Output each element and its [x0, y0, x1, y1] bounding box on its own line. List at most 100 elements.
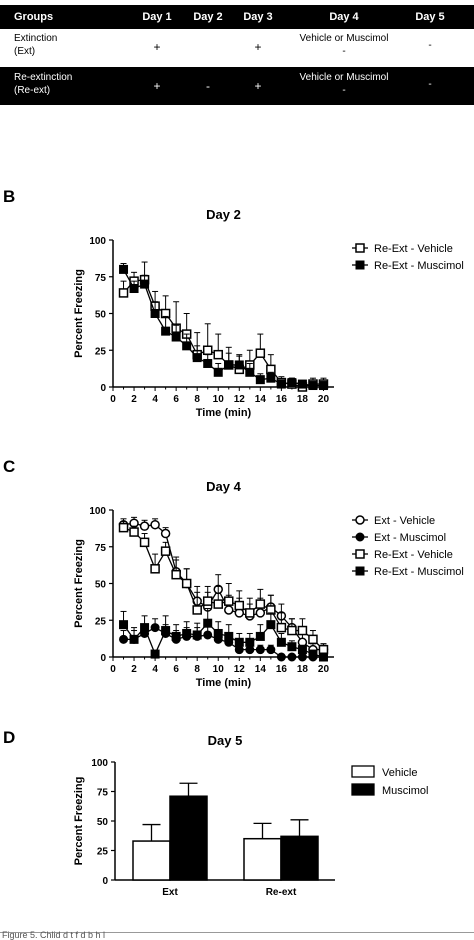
row-group-label: Re-extinction: [14, 72, 73, 83]
row-day1: +: [153, 40, 161, 54]
data-point-re-ext-muscimol: [297, 379, 307, 389]
data-point-re-ext-muscimol: [266, 373, 276, 383]
caption-rule: [0, 932, 474, 933]
data-point-re-ext-vehicle: [202, 345, 213, 355]
legend-label: Re-Ext - Muscimol: [374, 260, 464, 272]
legend-marker-re-ext-vehicle: [355, 243, 365, 253]
data-point-ext-vehicle: [160, 528, 171, 539]
panel-label-c: C: [3, 457, 16, 476]
day2-line-chart: Day 2 0 25 50 75 100 0 2 4 6 8 10 12 14 16 18 20 Time (mi…: [73, 207, 464, 419]
legend-label: Re-Ext - Vehicle: [374, 243, 453, 255]
header-day5: Day 5: [415, 11, 445, 23]
data-point-re-ext-muscimol: [192, 353, 202, 363]
y-tick-label: 50: [97, 817, 109, 828]
day5-bar-chart: Day 5 0 25 50 75 100 Percent Freezing Ext Re-ext…: [73, 733, 428, 898]
data-point-re-ext-muscimol: [276, 637, 286, 647]
legend-marker-re-ext-vehicle: [355, 549, 365, 559]
data-point-re-ext-vehicle: [129, 527, 139, 537]
y-tick-label: 0: [100, 653, 106, 664]
y-tick-label: 0: [102, 876, 108, 887]
row-group-abbrev: (Re-ext): [14, 85, 51, 96]
x-tick-label: 6: [173, 664, 179, 675]
data-point-re-ext-muscimol: [140, 279, 150, 289]
bar-vehicle-re-ext: [243, 837, 282, 881]
x-category-label: Ext: [162, 887, 178, 898]
data-point-re-ext-muscimol: [234, 360, 244, 370]
panel-label-b: B: [3, 187, 16, 206]
legend-marker-re-ext-muscimol: [355, 566, 365, 576]
row-day4-test: -: [342, 46, 346, 57]
chart-title: Day 5: [208, 733, 243, 748]
x-tick-label: 10: [213, 394, 225, 405]
data-point-re-ext-vehicle: [139, 537, 150, 548]
data-point-re-ext-muscimol: [171, 631, 181, 641]
data-point-ext-vehicle: [255, 608, 266, 618]
row-group-abbrev: (Ext): [14, 46, 36, 57]
data-point-re-ext-vehicle: [318, 644, 329, 655]
data-point-re-ext-vehicle: [255, 599, 266, 609]
data-point-ext-muscimol: [119, 634, 129, 644]
legend-marker-ext-muscimol: [355, 532, 365, 542]
x-tick-label: 16: [276, 394, 288, 405]
data-point-re-ext-muscimol: [171, 332, 181, 342]
data-point-ext-vehicle: [224, 605, 234, 615]
data-point-re-ext-vehicle: [276, 622, 287, 633]
data-point-re-ext-vehicle: [213, 349, 223, 360]
panel-label-d: D: [3, 728, 16, 747]
data-point-re-ext-muscimol: [150, 309, 160, 318]
data-point-re-ext-vehicle: [297, 625, 308, 636]
data-point-re-ext-muscimol: [119, 620, 129, 630]
series-line-re-ext-muscimol: [122, 269, 324, 387]
data-point-re-ext-vehicle: [202, 596, 213, 606]
data-point-re-ext-muscimol: [318, 652, 328, 662]
y-tick-label: 100: [89, 236, 106, 247]
data-point-ext-vehicle: [139, 521, 150, 531]
header-day4: Day 4: [329, 11, 359, 23]
data-point-re-ext-vehicle: [213, 599, 223, 609]
data-point-re-ext-vehicle: [245, 608, 255, 618]
row-day4-test: -: [342, 85, 346, 96]
data-point-re-ext-vehicle: [171, 569, 181, 580]
data-point-re-ext-muscimol: [287, 378, 297, 388]
header-day3: Day 3: [243, 11, 273, 23]
day4-line-chart: Day 4 0 25 50 75 100 0 2 4 6 8 10 12 14 16 18 20 Time (mi…: [73, 479, 464, 689]
data-point-re-ext-muscimol: [255, 631, 265, 641]
chart-title: Day 2: [206, 207, 241, 222]
data-point-re-ext-muscimol: [297, 645, 307, 655]
data-point-re-ext-muscimol: [308, 649, 318, 659]
y-tick-label: 50: [95, 310, 107, 321]
bar-muscimol-re-ext: [280, 835, 319, 881]
x-tick-label: 14: [255, 664, 267, 675]
legend-swatch-muscimol: [351, 783, 375, 796]
x-tick-label: 2: [131, 664, 137, 675]
data-point-re-ext-vehicle: [234, 600, 245, 611]
data-point-re-ext-muscimol: [224, 631, 234, 641]
x-tick-label: 12: [234, 394, 246, 405]
x-tick-label: 20: [318, 664, 330, 675]
data-point-re-ext-muscimol: [140, 623, 150, 633]
data-point-ext-muscimol: [203, 630, 213, 640]
x-tick-label: 18: [297, 664, 309, 675]
y-tick-label: 50: [95, 580, 107, 591]
data-point-re-ext-vehicle: [255, 348, 266, 358]
x-axis-title: Time (min): [196, 407, 252, 419]
row-day1: +: [153, 79, 161, 93]
legend-label: Re-Ext - Muscimol: [374, 566, 464, 578]
data-point-re-ext-vehicle: [118, 522, 129, 533]
data-point-re-ext-vehicle: [118, 288, 129, 298]
row-group-label: Extinction: [14, 33, 58, 44]
x-tick-label: 0: [110, 664, 116, 675]
row-day3: +: [254, 79, 262, 93]
row-day2: -: [206, 79, 210, 93]
row-day5: -: [428, 79, 432, 90]
data-point-re-ext-muscimol: [276, 379, 286, 389]
data-point-re-ext-muscimol: [182, 628, 192, 638]
data-point-re-ext-muscimol: [161, 326, 171, 336]
chart-title: Day 4: [206, 479, 241, 494]
data-point-re-ext-muscimol: [192, 630, 202, 640]
data-point-re-ext-vehicle: [224, 596, 234, 606]
legend-swatch-vehicle: [351, 765, 375, 778]
data-point-ext-muscimol: [297, 652, 307, 662]
data-point-re-ext-muscimol: [224, 360, 234, 370]
legend-label: Vehicle: [382, 767, 417, 779]
